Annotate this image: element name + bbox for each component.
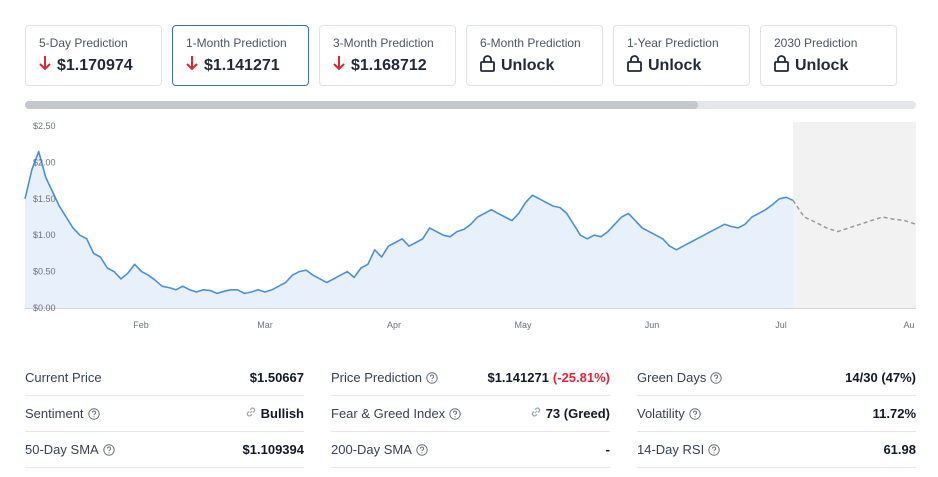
y-tick-label: $0.50 xyxy=(33,267,56,277)
help-icon[interactable] xyxy=(449,407,461,420)
x-tick-label: Au xyxy=(903,320,914,330)
card-value: $1.170974 xyxy=(57,56,133,74)
stat-row-50-day-sma: 50-Day SMA $1.109394 xyxy=(25,432,304,468)
x-tick-label: Apr xyxy=(387,320,401,330)
stat-row-green-days: Green Days 14/30 (47%) xyxy=(637,360,916,396)
y-tick-label: $2.50 xyxy=(33,121,56,131)
change-percent: (-25.81%) xyxy=(552,370,610,385)
forecast-line xyxy=(792,199,917,233)
stat-row-sentiment: Sentiment Bullish xyxy=(25,396,304,432)
stat-value: $1.50667 xyxy=(249,370,304,385)
forecast-region xyxy=(793,122,916,308)
y-tick-label: $1.00 xyxy=(33,230,56,240)
price-line xyxy=(24,150,794,295)
x-tick-label: May xyxy=(514,320,532,330)
card-value: $1.168712 xyxy=(351,56,427,74)
stat-label: 14-Day RSI xyxy=(637,442,705,457)
help-icon[interactable] xyxy=(416,443,428,456)
stat-label: Green Days xyxy=(637,370,707,385)
card-label: 5-Day Prediction xyxy=(39,36,128,50)
card-label: 6-Month Prediction xyxy=(480,36,581,50)
unlock-button-label: Unlock xyxy=(648,57,702,74)
stat-value: $1.109394 xyxy=(242,442,304,457)
horizontal-scrollbar[interactable] xyxy=(25,101,916,109)
stat-label: Volatility xyxy=(637,406,685,421)
help-icon[interactable] xyxy=(426,371,438,384)
card-label: 2030 Prediction xyxy=(774,36,858,50)
card-label: 1-Year Prediction xyxy=(627,36,719,50)
stat-label: Current Price xyxy=(25,370,102,385)
x-tick-label: Mar xyxy=(257,320,273,330)
card-1-year[interactable]: 1-Year Prediction Unlock xyxy=(613,25,750,86)
link-icon xyxy=(245,406,257,421)
unlock-button-label: Unlock xyxy=(501,57,555,74)
scrollbar-thumb[interactable] xyxy=(25,101,698,109)
stat-value: $1.141271 xyxy=(487,370,549,385)
fear-greed-value[interactable]: 73 (Greed) xyxy=(545,406,610,421)
card-value: $1.141271 xyxy=(204,56,280,74)
arrow-down-icon xyxy=(333,55,345,76)
stat-value: 14/30 (47%) xyxy=(845,370,916,385)
stat-row-14-day-rsi: 14-Day RSI 61.98 xyxy=(637,432,916,468)
lock-icon xyxy=(774,55,789,77)
stat-label: 50-Day SMA xyxy=(25,442,99,457)
price-area-fill xyxy=(25,151,793,308)
help-icon[interactable] xyxy=(708,443,720,456)
lock-icon xyxy=(627,55,642,77)
price-chart[interactable]: $2.50 $2.00 $1.50 $1.00 $0.50 $0.00 Feb Mar Apr M… xyxy=(0,112,938,337)
stat-label: 200-Day SMA xyxy=(331,442,412,457)
stat-row-volatility: Volatility 11.72% xyxy=(637,396,916,432)
x-tick-label: Jun xyxy=(645,320,660,330)
stats-column-1: Current Price $1.50667 Sentiment Bullish… xyxy=(25,360,304,468)
stat-label: Price Prediction xyxy=(331,370,423,385)
card-label: 3-Month Prediction xyxy=(333,36,434,50)
help-icon[interactable] xyxy=(87,407,100,420)
stat-value: 11.72% xyxy=(872,406,916,421)
arrow-down-icon xyxy=(186,55,198,76)
card-5-day[interactable]: 5-Day Prediction $1.170974 xyxy=(25,25,162,86)
link-icon xyxy=(530,406,542,421)
y-tick-label: $0.00 xyxy=(33,303,56,313)
stats-column-3: Green Days 14/30 (47%) Volatility 11.72%… xyxy=(637,360,916,468)
stat-value: 61.98 xyxy=(883,442,916,457)
lock-icon xyxy=(480,55,495,77)
stat-label: Sentiment xyxy=(25,406,84,421)
card-3-month[interactable]: 3-Month Prediction $1.168712 xyxy=(319,25,456,86)
stat-row-200-day-sma: 200-Day SMA - xyxy=(331,432,610,468)
prediction-cards: 5-Day Prediction $1.170974 1-Month Predi… xyxy=(25,25,897,86)
x-tick-label: Feb xyxy=(133,320,149,330)
help-icon[interactable] xyxy=(103,443,115,456)
stat-label: Fear & Greed Index xyxy=(331,406,446,421)
stat-row-fear-greed: Fear & Greed Index 73 (Greed) xyxy=(331,396,610,432)
y-tick-label: $1.50 xyxy=(33,194,56,204)
help-icon[interactable] xyxy=(710,371,723,384)
card-6-month[interactable]: 6-Month Prediction Unlock xyxy=(466,25,603,86)
card-label: 1-Month Prediction xyxy=(186,36,287,50)
card-2030[interactable]: 2030 Prediction Unlock xyxy=(760,25,897,86)
x-tick-label: Jul xyxy=(775,320,787,330)
unlock-button-label: Unlock xyxy=(795,57,849,74)
stat-row-price-prediction: Price Prediction $1.141271 (-25.81%) xyxy=(331,360,610,396)
help-icon[interactable] xyxy=(689,407,701,420)
stats-column-2: Price Prediction $1.141271 (-25.81%) Fear… xyxy=(331,360,610,468)
card-1-month[interactable]: 1-Month Prediction $1.141271 xyxy=(172,25,309,86)
stat-value: - xyxy=(605,442,610,457)
sentiment-value[interactable]: Bullish xyxy=(260,406,304,421)
y-tick-label: $2.00 xyxy=(33,157,56,167)
stat-row-current-price: Current Price $1.50667 xyxy=(25,360,304,396)
arrow-down-icon xyxy=(39,55,51,76)
